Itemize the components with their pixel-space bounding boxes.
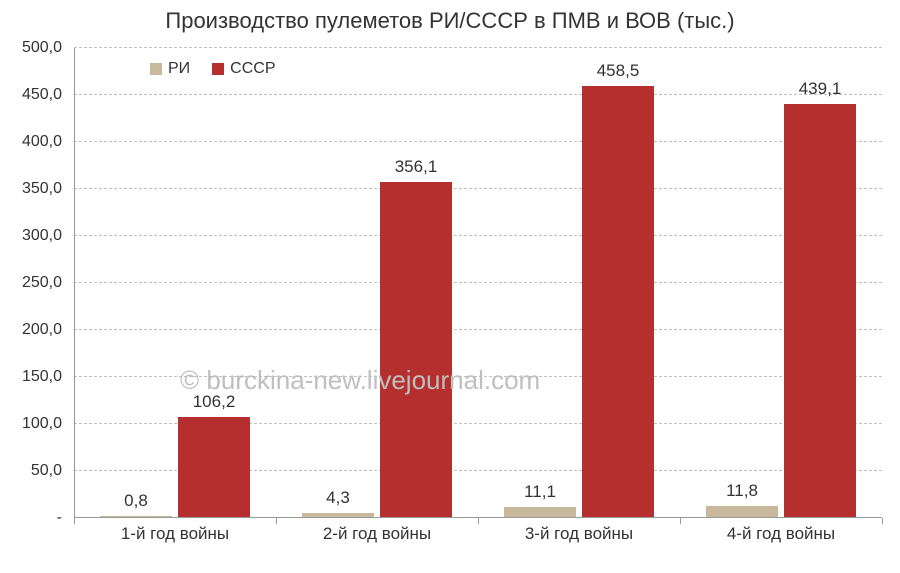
bar-value-label: 458,5 (597, 61, 640, 81)
x-tick-mark (882, 518, 883, 524)
y-tick-label: - (57, 509, 62, 527)
bar-value-label: 356,1 (395, 157, 438, 177)
x-tick-label: 2-й год войны (323, 524, 431, 544)
bar (784, 104, 856, 517)
x-tick-label: 3-й год войны (525, 524, 633, 544)
y-tick-label: 350,0 (22, 180, 62, 198)
y-tick-label: 200,0 (22, 321, 62, 339)
y-tick-label: 250,0 (22, 274, 62, 292)
chart-container: Производство пулеметов РИ/СССР в ПМВ и В… (0, 0, 900, 573)
x-tick-label: 4-й год войны (727, 524, 835, 544)
plot-area: 0,8106,24,3356,111,1458,511,8439,1 (74, 48, 882, 518)
x-tick-mark (276, 518, 277, 524)
x-tick-mark (74, 518, 75, 524)
legend-item: РИ (150, 60, 190, 78)
y-tick-label: 100,0 (22, 415, 62, 433)
legend-swatch (212, 63, 224, 75)
bar (706, 506, 778, 517)
y-tick-label: 50,0 (31, 462, 62, 480)
legend: РИ СССР (150, 60, 276, 78)
x-tick-mark (680, 518, 681, 524)
bar (380, 182, 452, 517)
bar-value-label: 11,8 (726, 481, 758, 501)
legend-item: СССР (212, 60, 275, 78)
bar (582, 86, 654, 517)
y-tick-label: 300,0 (22, 227, 62, 245)
bar-value-label: 11,1 (524, 482, 556, 502)
bar (504, 507, 576, 517)
y-tick-label: 400,0 (22, 133, 62, 151)
bar-value-label: 4,3 (326, 488, 350, 508)
watermark: © burckina-new.livejournal.com (180, 365, 540, 396)
y-tick-label: 500,0 (22, 39, 62, 57)
y-tick-label: 150,0 (22, 368, 62, 386)
y-axis-line (74, 48, 75, 518)
y-tick-label: 450,0 (22, 86, 62, 104)
legend-label: СССР (230, 60, 275, 78)
bar (178, 417, 250, 517)
legend-label: РИ (168, 60, 190, 78)
bars-area: 0,8106,24,3356,111,1458,511,8439,1 (74, 48, 882, 518)
bar-value-label: 439,1 (799, 79, 842, 99)
bar-value-label: 0,8 (124, 491, 148, 511)
legend-swatch (150, 63, 162, 75)
x-tick-label: 1-й год войны (121, 524, 229, 544)
y-axis: -50,0100,0150,0200,0250,0300,0350,0400,0… (0, 48, 70, 518)
x-tick-mark (478, 518, 479, 524)
chart-title: Производство пулеметов РИ/СССР в ПМВ и В… (0, 0, 900, 38)
